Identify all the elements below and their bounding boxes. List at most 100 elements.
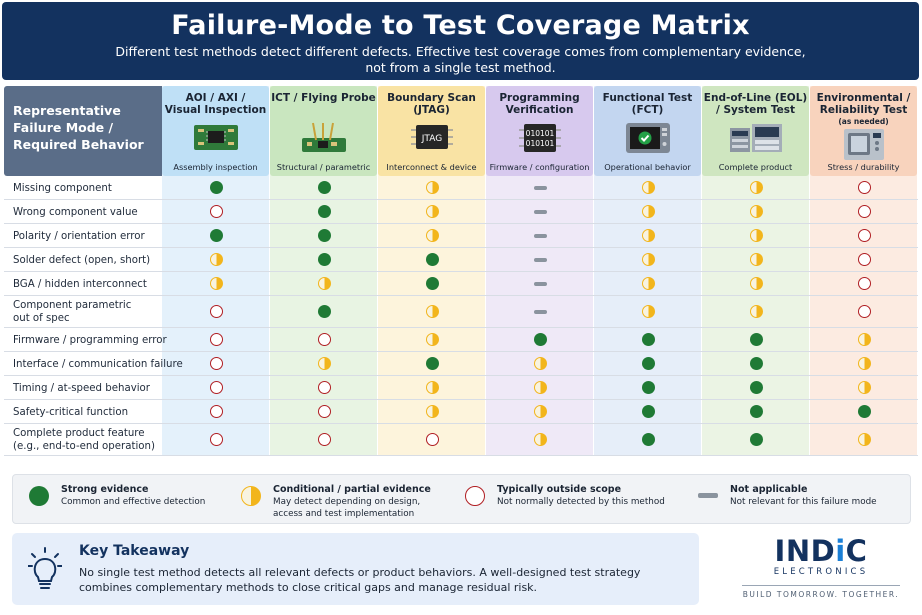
logo-brand-i: i — [835, 534, 846, 568]
subtitle-line-1: Different test methods detect different … — [115, 44, 806, 59]
partial-evidence-icon — [641, 277, 655, 290]
row-divider — [4, 455, 918, 456]
logo-brand: INDiC — [741, 534, 901, 568]
column-title-line: Verification — [505, 104, 574, 116]
outside-scope-icon — [209, 357, 223, 370]
row-divider — [4, 223, 918, 224]
column-title-line: ICT / Flying Probe — [271, 92, 376, 104]
not-applicable-icon — [533, 309, 547, 314]
column-title-line: Boundary Scan — [387, 92, 476, 104]
row-divider — [4, 295, 918, 296]
partial-evidence-icon — [209, 277, 223, 290]
not-applicable-icon — [533, 257, 547, 262]
column-header: End-of-Line (EOL) / System Test Complete p… — [702, 86, 809, 176]
circuit-board-icon — [193, 122, 239, 157]
partial-evidence-icon — [749, 305, 763, 318]
monitor-check-icon — [625, 122, 671, 159]
column-title: End-of-Line (EOL) / System Test — [702, 92, 809, 116]
row-divider — [4, 399, 918, 400]
outside-scope-icon — [317, 405, 331, 418]
outside-scope-icon — [317, 433, 331, 446]
row-header-label: Representative Failure Mode / Required B… — [13, 102, 144, 153]
row-label-line: Firmware / programming error — [13, 334, 167, 346]
column-title-line: Environmental / — [816, 92, 911, 104]
legend-desc-line: May detect depending on design, — [273, 497, 421, 507]
partial-evidence-icon — [425, 181, 439, 194]
partial-evidence-icon — [425, 381, 439, 394]
legend: Strong evidence Common and effective det… — [12, 474, 911, 524]
column-header: Functional Test (FCT) Operational behavior — [594, 86, 701, 176]
row-divider — [4, 423, 918, 424]
partial-evidence-icon — [533, 433, 547, 446]
subtitle-line-2: not from a single test method. — [365, 60, 556, 75]
row-label-line: Component parametric — [13, 300, 132, 311]
partial-evidence-icon — [641, 253, 655, 266]
partial-evidence-icon — [533, 357, 547, 370]
row-label-line: Safety-critical function — [13, 406, 129, 418]
row-divider — [4, 327, 918, 328]
row-header-line: Representative — [13, 103, 121, 118]
row-label-line: (e.g., end-to-end operation) — [13, 441, 155, 452]
strong-evidence-icon — [317, 181, 331, 194]
legend-outside-desc: Not normally detected by this method — [497, 497, 665, 509]
column-title-line: / System Test — [715, 104, 796, 116]
strong-evidence-icon — [749, 357, 763, 370]
outside-scope-icon — [425, 433, 439, 446]
partial-evidence-icon — [857, 333, 871, 346]
column-title: Programming Verification — [486, 92, 593, 116]
row-label: Firmware / programming error — [13, 334, 167, 347]
column-subtitle: Firmware / configuration — [489, 162, 590, 172]
not-applicable-icon — [533, 209, 547, 214]
partial-evidence-icon — [641, 205, 655, 218]
partial-evidence-icon — [857, 433, 871, 446]
row-label: Timing / at-speed behavior — [13, 382, 150, 395]
legend-outside-title: Typically outside scope — [497, 484, 622, 495]
environmental-chamber-icon — [842, 128, 886, 167]
strong-evidence-icon — [317, 305, 331, 318]
row-divider — [4, 351, 918, 352]
partial-evidence-icon — [749, 229, 763, 242]
strong-evidence-icon — [641, 333, 655, 346]
partial-evidence-icon — [425, 405, 439, 418]
outside-scope-icon — [209, 381, 223, 394]
column-title: Environmental / Reliability Test (as neede… — [810, 92, 917, 128]
takeaway-text: No single test method detects all releva… — [79, 566, 641, 594]
row-header: Representative Failure Mode / Required B… — [4, 86, 162, 176]
outside-scope-icon — [317, 381, 331, 394]
strong-evidence-icon — [425, 253, 439, 266]
column-title-line: AOI / AXI / — [185, 92, 246, 104]
outside-scope-icon — [465, 486, 485, 506]
row-label-line: out of spec — [13, 313, 70, 324]
partial-evidence-icon — [533, 405, 547, 418]
logo-divider — [742, 585, 900, 586]
not-applicable-icon — [533, 281, 547, 286]
column-header: Programming Verification 010101 010101 Firmw… — [486, 86, 593, 176]
row-label-line: Interface / communication failure — [13, 358, 183, 370]
outside-scope-icon — [857, 277, 871, 290]
legend-na-title: Not applicable — [730, 484, 808, 495]
legend-strong-desc: Common and effective detection — [61, 497, 205, 509]
strong-evidence-icon — [641, 405, 655, 418]
row-divider — [4, 375, 918, 376]
strong-evidence-icon — [857, 405, 871, 418]
not-applicable-icon — [698, 493, 718, 498]
strong-evidence-icon — [533, 333, 547, 346]
legend-desc-line: Common and effective detection — [61, 497, 206, 507]
flying-probe-icon — [301, 122, 347, 159]
row-label-line: Timing / at-speed behavior — [13, 382, 150, 394]
column-header: Boundary Scan (JTAG) JTAG Interconnect & de… — [378, 86, 485, 176]
strong-evidence-icon — [749, 405, 763, 418]
legend-desc-line: access and test implementation — [273, 508, 415, 519]
partial-evidence-icon — [425, 229, 439, 242]
partial-evidence-icon — [749, 181, 763, 194]
row-header-line: Failure Mode / — [13, 120, 114, 135]
legend-desc-line: Not relevant for this failure mode — [730, 497, 877, 507]
strong-evidence-icon — [29, 486, 49, 506]
strong-evidence-icon — [641, 357, 655, 370]
column-header: ICT / Flying Probe Structural / parametri… — [270, 86, 377, 176]
column-title: Functional Test (FCT) — [594, 92, 701, 116]
partial-evidence-icon — [749, 253, 763, 266]
outside-scope-icon — [857, 181, 871, 194]
row-label: Interface / communication failure — [13, 358, 183, 371]
column-subtitle: Assembly inspection — [173, 162, 258, 172]
